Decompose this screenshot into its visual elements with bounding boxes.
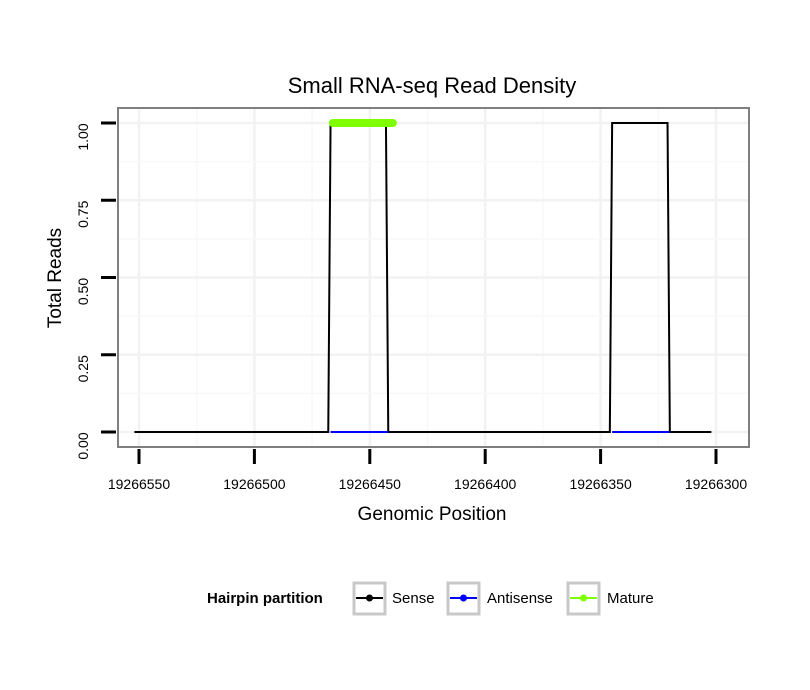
legend-item-antisense: Antisense [446, 581, 553, 616]
plot-border [117, 107, 750, 448]
y-tick-label: 0.50 [75, 278, 91, 305]
y-axis: 0.00 0.25 0.50 0.75 1.00 [75, 121, 116, 460]
series-line-sense [134, 122, 712, 433]
x-tick-label: 19266500 [223, 476, 286, 492]
legend-point-sense [366, 594, 373, 602]
y-axis-label: Total Reads [45, 228, 66, 328]
x-tick-label: 19266300 [685, 476, 748, 492]
x-axis: 19266550 19266500 19266450 19266400 19266350… [108, 449, 748, 492]
x-tick-label: 19266450 [339, 476, 402, 492]
x-axis-label: Genomic Position [358, 504, 507, 525]
y-tick-label: 0.25 [75, 355, 91, 382]
legend-label-mature: Mature [607, 590, 654, 607]
x-tick-label: 19266400 [454, 476, 517, 492]
legend-item-mature: Mature [566, 581, 654, 616]
legend-label-sense: Sense [392, 590, 435, 607]
legend-item-sense: Sense [352, 581, 435, 616]
legend-point-antisense [460, 594, 467, 602]
y-tick-label: 0.75 [75, 200, 91, 227]
y-tick-label: 1.00 [75, 123, 91, 150]
y-tick-label: 0.00 [75, 432, 91, 459]
series-layer [134, 119, 712, 433]
legend-point-mature [580, 594, 587, 602]
x-tick-label: 19266350 [569, 476, 632, 492]
chart-title: Small RNA-seq Read Density [288, 73, 577, 98]
legend: Hairpin partition Sense Antisense Mature [207, 581, 654, 616]
x-tick-label: 19266550 [108, 476, 171, 492]
legend-title: Hairpin partition [207, 590, 323, 607]
legend-label-antisense: Antisense [487, 590, 553, 607]
